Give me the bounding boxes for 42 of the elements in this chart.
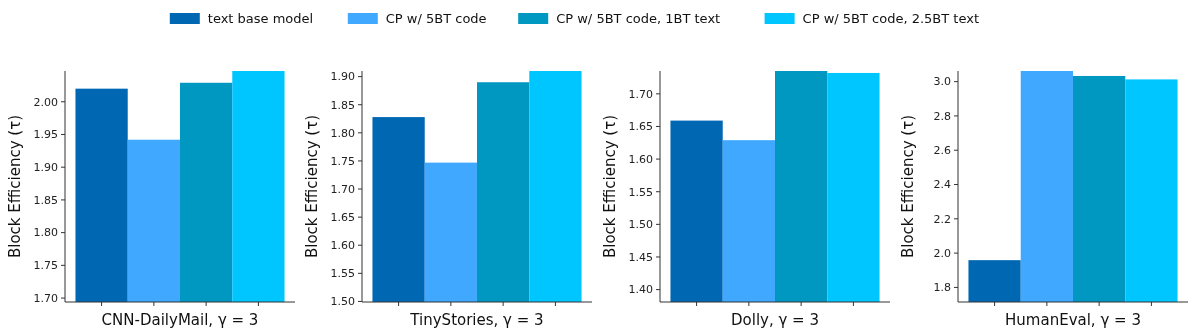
y-tick-label: 2.8 (933, 109, 951, 123)
y-tick-label: 1.70 (628, 87, 653, 101)
y-axis-title: Block Efficiency (τ) (601, 114, 619, 259)
y-tick-label: 1.80 (33, 226, 58, 240)
y-tick-label: 1.95 (33, 128, 58, 142)
y-tick-label: 1.60 (330, 239, 355, 253)
y-tick-label: 2.2 (933, 212, 951, 226)
x-axis-title: Dolly, γ = 3 (730, 311, 820, 329)
y-axis-title: Block Efficiency (τ) (303, 114, 321, 259)
y-tick-label: 1.40 (628, 283, 653, 297)
y-tick-label: 1.90 (33, 161, 58, 175)
y-tick-label: 1.75 (33, 259, 58, 273)
y-tick-label: 1.65 (628, 120, 653, 134)
y-tick-label: 3.0 (933, 75, 951, 89)
y-tick-label: 2.6 (933, 144, 951, 158)
y-tick-label: 1.85 (330, 98, 355, 112)
x-axis-title: HumanEval, γ = 3 (1005, 311, 1141, 329)
legend-label: CP w/ 5BT code (385, 10, 487, 26)
y-tick-label: 1.55 (330, 267, 355, 281)
y-tick-label: 1.60 (628, 152, 653, 166)
y-tick-label: 1.45 (628, 250, 653, 264)
y-tick-label: 1.85 (33, 193, 58, 207)
y-tick-label: 1.75 (330, 154, 355, 168)
y-tick-label: 1.90 (330, 70, 355, 84)
y-tick-label: 2.4 (933, 178, 951, 192)
legend-label: CP w/ 5BT code, 1BT text (556, 10, 721, 26)
y-tick-label: 1.50 (628, 218, 653, 232)
y-axis-title: Block Efficiency (τ) (6, 114, 24, 259)
y-tick-label: 2.0 (933, 246, 951, 260)
x-axis-title: CNN-DailyMail, γ = 3 (101, 311, 259, 329)
legend-label: CP w/ 5BT code, 2.5BT text (802, 10, 980, 26)
y-tick-label: 1.70 (33, 291, 58, 305)
y-tick-label: 2.00 (33, 95, 58, 109)
y-tick-label: 1.80 (330, 126, 355, 140)
y-tick-label: 1.8 (933, 281, 951, 295)
legend-label: text base model (207, 10, 314, 26)
y-tick-label: 1.65 (330, 210, 355, 224)
y-axis-title: Block Efficiency (τ) (899, 114, 917, 259)
x-axis-title: TinyStories, γ = 3 (409, 311, 544, 329)
y-tick-label: 1.55 (628, 185, 653, 199)
y-tick-label: 1.50 (330, 295, 355, 309)
y-tick-label: 1.70 (330, 182, 355, 196)
